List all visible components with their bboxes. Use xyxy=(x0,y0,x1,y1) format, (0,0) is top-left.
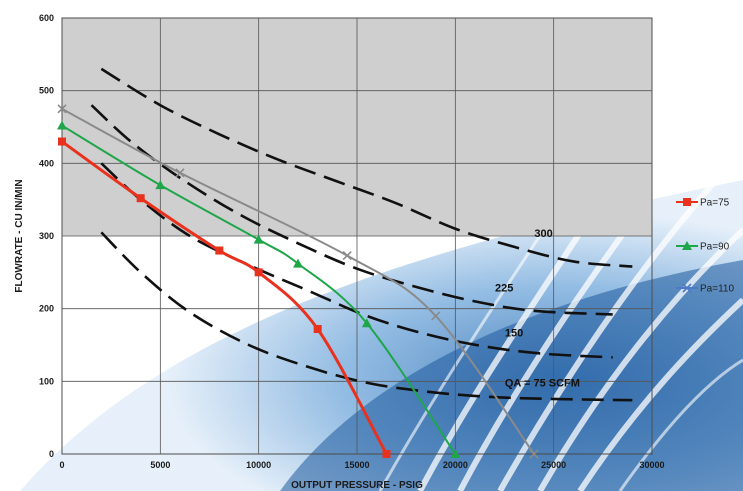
series-point xyxy=(137,194,145,202)
series-point xyxy=(255,268,263,276)
x-tick-label: 30000 xyxy=(639,460,664,470)
y-tick-label: 0 xyxy=(49,449,54,459)
y-tick-label: 300 xyxy=(39,231,54,241)
x-tick-label: 0 xyxy=(59,460,64,470)
x-tick-label: 5000 xyxy=(150,460,170,470)
scfm-curve-label: 150 xyxy=(505,327,523,339)
legend-label: Pa=90 xyxy=(700,242,730,253)
series-point xyxy=(58,138,66,146)
x-axis-title: OUTPUT PRESSURE - PSIG xyxy=(291,480,423,491)
x-tick-label: 25000 xyxy=(541,460,566,470)
legend: Pa=75 Pa=90 Pa=110 xyxy=(676,198,734,295)
series-point xyxy=(432,312,440,320)
series-point xyxy=(314,325,322,333)
series-point xyxy=(215,247,223,255)
y-tick-label: 100 xyxy=(39,376,54,386)
scfm-curve-label: 225 xyxy=(495,282,513,294)
legend-label: Pa=75 xyxy=(700,198,730,209)
legend-label: Pa=110 xyxy=(700,284,734,295)
scfm-curve-3 xyxy=(101,232,632,400)
x-tick-label: 20000 xyxy=(443,460,468,470)
y-tick-label: 600 xyxy=(39,13,54,23)
series-point xyxy=(343,252,351,260)
x-tick-label: 15000 xyxy=(344,460,369,470)
x-tick-label: 10000 xyxy=(246,460,271,470)
legend-marker xyxy=(683,198,691,206)
series-point xyxy=(383,450,391,458)
scfm-curve-label: 300 xyxy=(534,228,552,240)
y-axis-title: FLOWRATE - CU IN/MIN xyxy=(14,179,25,292)
y-tick-label: 400 xyxy=(39,158,54,168)
scfm-curve-label: QA = 75 SCFM xyxy=(505,378,580,390)
y-tick-label: 200 xyxy=(39,304,54,314)
y-tick-label: 500 xyxy=(39,86,54,96)
